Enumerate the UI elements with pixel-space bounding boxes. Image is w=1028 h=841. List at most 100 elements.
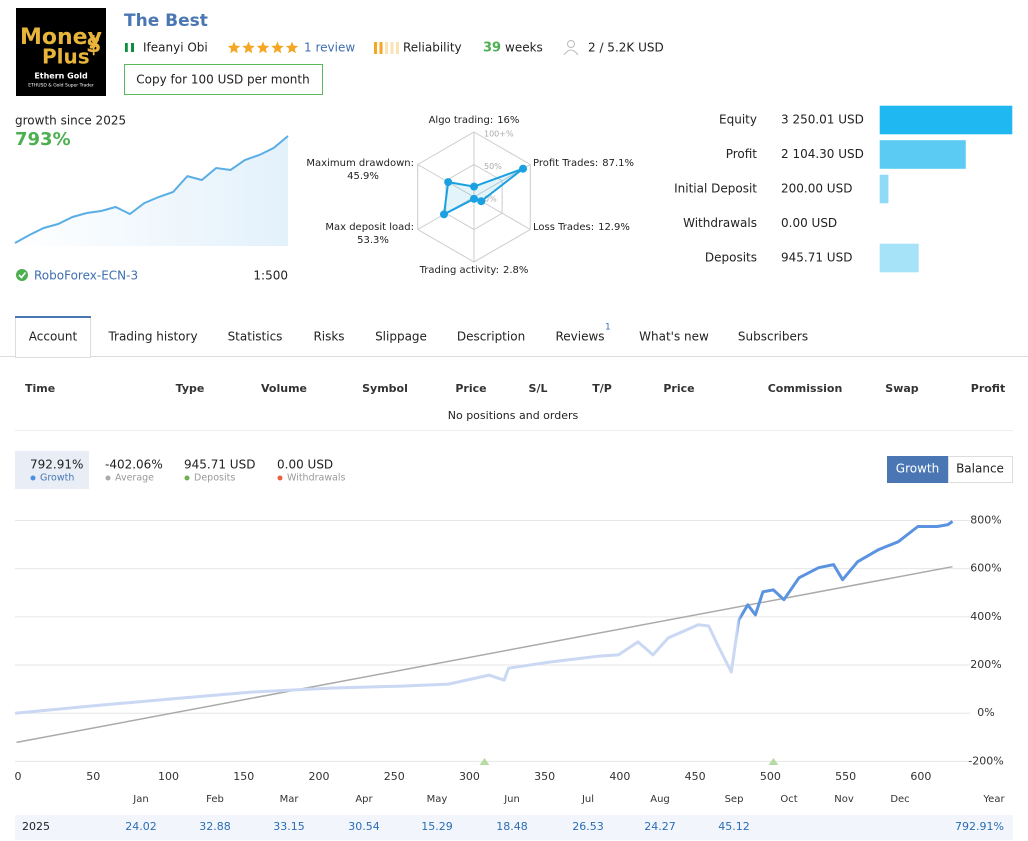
tab[interactable]: Statistics (228, 330, 283, 344)
radar-tick-label: 100+% (484, 130, 514, 139)
flag (131, 43, 134, 52)
sparkline-area (15, 136, 288, 246)
table-header: Type (176, 382, 205, 395)
y-tick-label: 0% (977, 706, 994, 719)
rating-star (285, 41, 299, 54)
radar-label: Trading activity: 2.8% (419, 265, 529, 276)
stat-value: 792.91% (30, 458, 83, 472)
table-empty: No positions and orders (448, 409, 579, 422)
stat-label: Average (115, 473, 154, 484)
reliability-bar (379, 42, 383, 54)
broker-check (16, 269, 28, 281)
table-header: S/L (529, 382, 548, 395)
tab[interactable]: Subscribers (738, 330, 808, 344)
stat-active (15, 451, 89, 489)
x-tick-label: 100 (158, 770, 179, 783)
y-tick-label: 600% (970, 562, 1001, 575)
table-header: Price (455, 382, 486, 395)
table-header: Price (663, 382, 694, 395)
logo-text: ETHUSD & Gold Super Trader (28, 83, 94, 89)
tab[interactable]: Account (29, 330, 78, 344)
flag (127, 42, 132, 53)
table-header: Swap (885, 382, 919, 395)
month-value: 24.02 (125, 820, 157, 833)
tab[interactable]: Trading history (107, 330, 197, 344)
subscribers-icon (567, 40, 575, 48)
chart-button-label[interactable]: Growth (896, 462, 939, 476)
chart-button[interactable] (948, 456, 1013, 483)
x-tick-label: 50 (86, 770, 100, 783)
radar-label: 45.9% (347, 171, 379, 182)
radar-label: Max deposit load: (325, 222, 414, 233)
broker-check (18, 272, 27, 279)
balance-bar (879, 243, 919, 273)
month-value: 45.12 (718, 820, 750, 833)
author[interactable]: Ifeanyi Obi (143, 41, 208, 55)
month-value: 15.29 (421, 820, 453, 833)
month-value: 24.27 (644, 820, 676, 833)
tab[interactable]: Reviews (555, 330, 604, 344)
radar-label-part: Loss Trades: (533, 222, 594, 233)
radar-label: 53.3% (357, 235, 389, 246)
tab[interactable]: What's new (639, 330, 709, 344)
logo-text: Plus (42, 45, 90, 69)
signal-title[interactable]: The Best (124, 11, 208, 31)
radar-point (470, 194, 478, 203)
stat-dot (184, 475, 190, 481)
reviews-link[interactable]: 1 review (304, 41, 355, 55)
balance-label: Initial Deposit (674, 182, 757, 196)
radar-point (470, 182, 478, 191)
balance-value: 3 250.01 USD (781, 113, 864, 127)
month-value: 26.53 (572, 820, 604, 833)
flag (125, 43, 128, 52)
logo-text: Money (20, 25, 102, 50)
balance-bar (879, 174, 889, 204)
balance-label: Profit (726, 147, 758, 161)
radar-label-part: Profit Trades: (533, 158, 598, 169)
radar-label-part: 16% (497, 115, 519, 126)
y-tick-label: -200% (968, 754, 1003, 767)
x-tick-label: 550 (835, 770, 856, 783)
tab[interactable]: Slippage (375, 330, 427, 344)
chart-button-label[interactable]: Balance (956, 462, 1004, 476)
growth-label: growth since 2025 (15, 114, 126, 128)
table-header: Volume (261, 382, 307, 395)
radar-tick-label: 50% (484, 162, 502, 171)
copy-button-label[interactable]: Copy for 100 USD per month (136, 73, 309, 87)
y-tick-label: 200% (970, 658, 1001, 671)
y-tick-label: 800% (970, 513, 1001, 526)
month-value: 33.15 (273, 820, 305, 833)
month-label: Year (982, 794, 1005, 805)
balance-bar (879, 140, 966, 169)
trend-line (16, 565, 953, 744)
tab-badge: 1 (605, 323, 611, 333)
balance-value: 0.00 USD (781, 216, 837, 230)
stat-value: 0.00 USD (277, 458, 333, 472)
logo-text: $ (86, 33, 101, 58)
x-tick-label: 400 (609, 770, 630, 783)
radar-label-part: Trading activity: (419, 265, 499, 276)
tab[interactable]: Description (457, 330, 525, 344)
radar-point (519, 164, 528, 173)
balance-bar (879, 105, 1013, 135)
radar-label-part: Algo trading: (429, 115, 494, 126)
x-tick-label: 600 (910, 770, 931, 783)
tab-active[interactable] (15, 316, 91, 358)
sparkline (14, 135, 289, 244)
x-tick-label: 350 (534, 770, 555, 783)
balance-value: 945.71 USD (781, 251, 852, 265)
tab[interactable]: Risks (313, 330, 344, 344)
broker[interactable]: RoboForex-ECN-3 (34, 269, 138, 283)
month-value: 18.48 (496, 820, 528, 833)
reliability-bar (385, 42, 388, 54)
logo-box (16, 8, 106, 96)
month-label: Sep (725, 794, 744, 805)
rating-star (271, 41, 284, 54)
growth-value: 793% (15, 129, 71, 150)
year-total: 792.91% (955, 820, 1004, 833)
copy-button[interactable] (124, 64, 323, 95)
monthly-row (15, 815, 1013, 840)
deposit-marker (768, 758, 779, 765)
radar-label: Algo trading: 16% (429, 115, 520, 126)
subscribers: 2 / 5.2K USD (588, 41, 664, 55)
